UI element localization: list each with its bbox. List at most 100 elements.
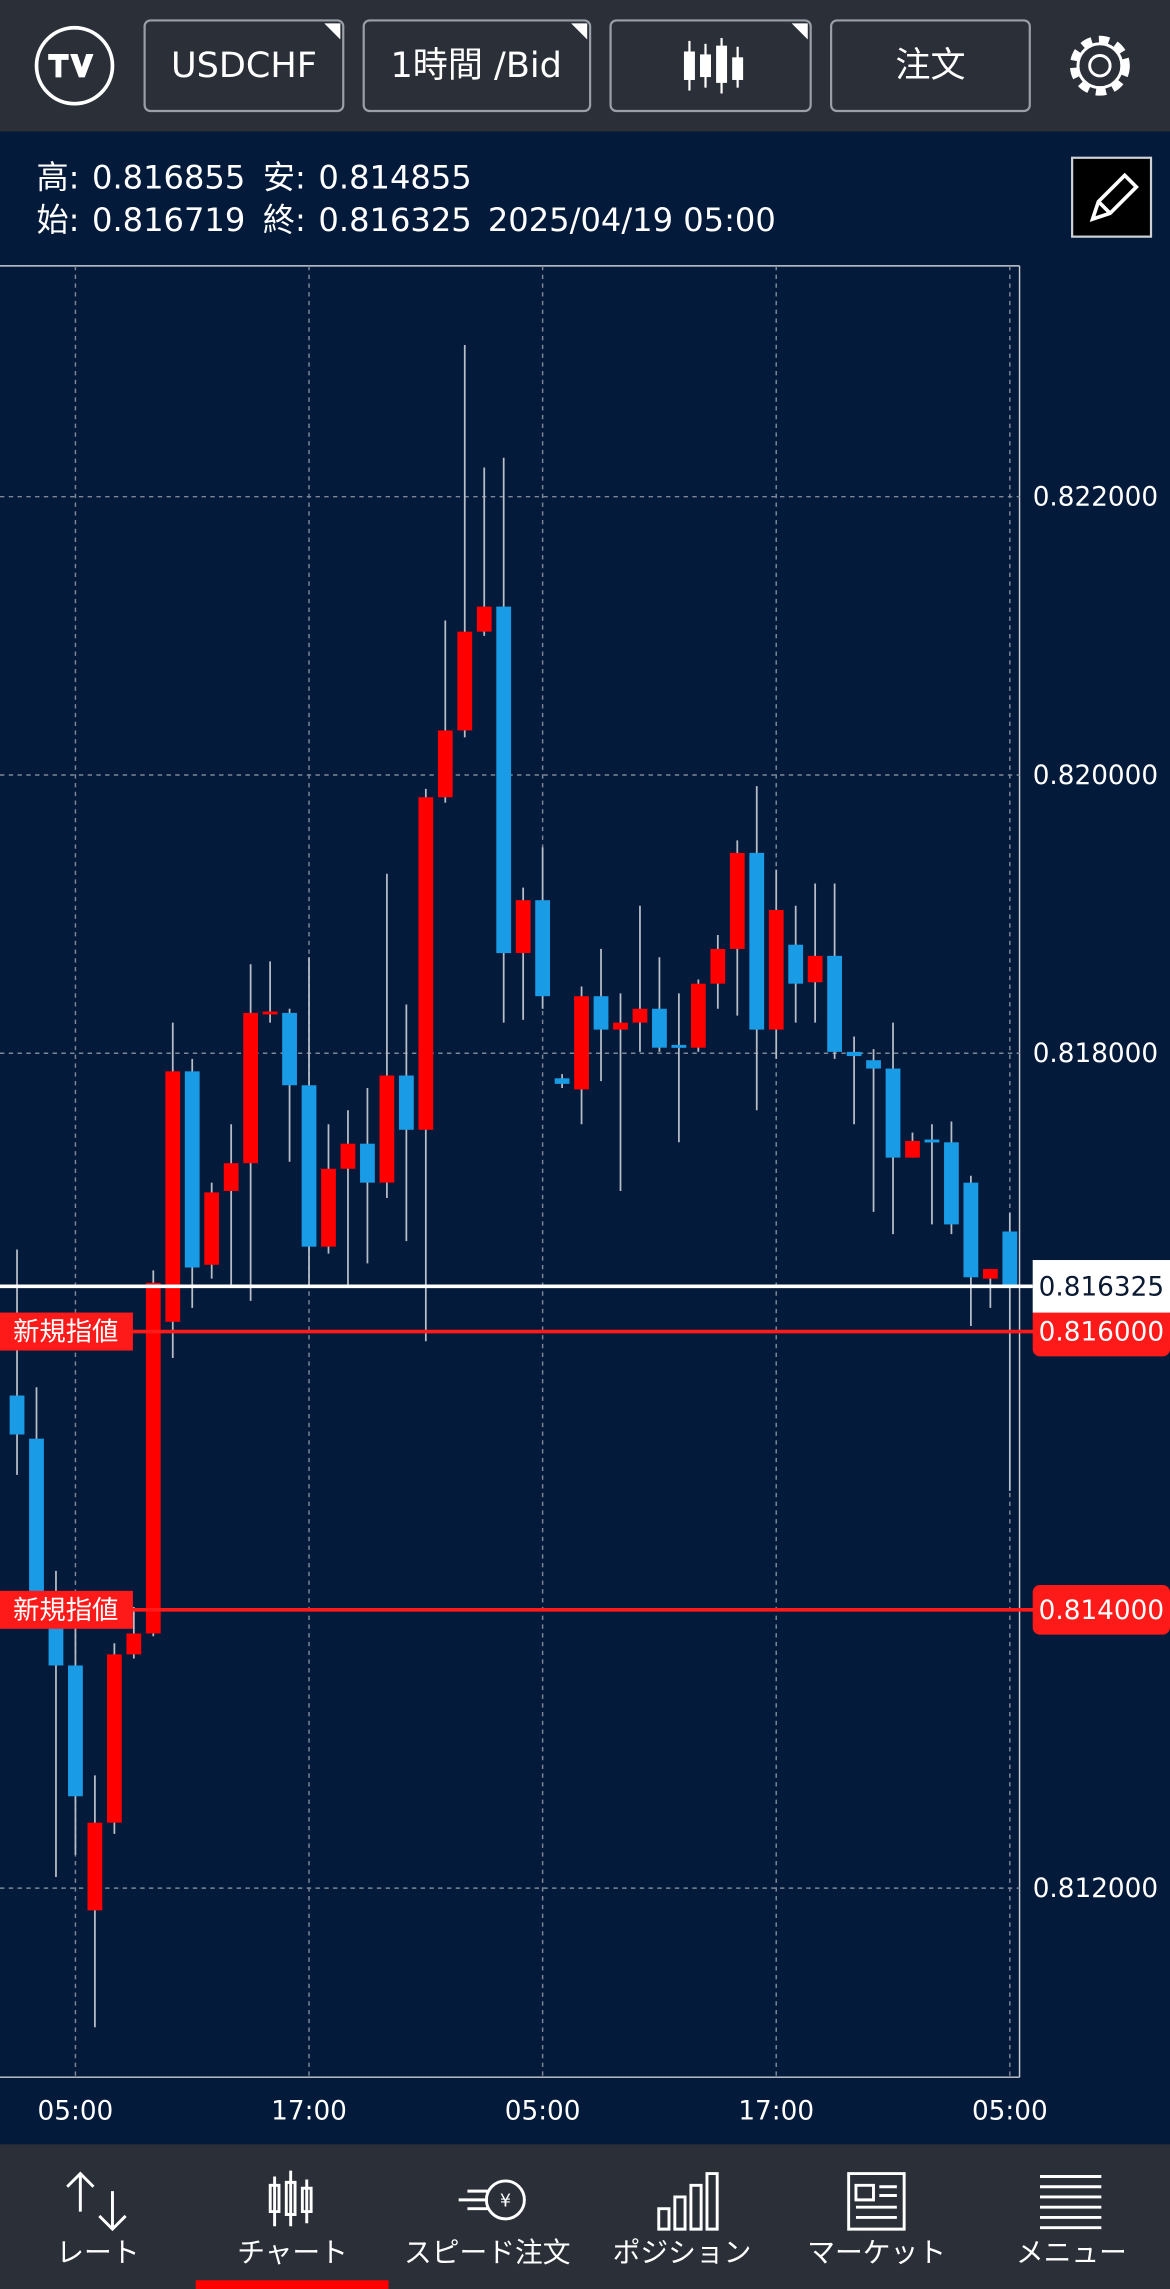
order-tag[interactable] [0,1590,133,1629]
candle-body [29,1438,44,1594]
candle-body [788,944,804,984]
y-tick-label: 0.822000 [1033,483,1158,513]
candle-body [729,852,745,949]
candle-body [632,1008,648,1023]
candle-body [652,1008,667,1048]
candle-body [204,1192,220,1265]
high-label: 高: [37,159,80,197]
x-tick-label: 05:00 [972,2097,1048,2127]
symbol-label: USDCHF [171,45,317,86]
nav-icons [66,2170,1102,2232]
candle-body [749,852,765,1030]
candle-body [574,996,589,1090]
bottom-nav [0,2144,1170,2289]
candle-body [165,1071,181,1322]
order-button[interactable]: 注文 [830,19,1031,113]
candle-body [515,900,531,954]
candle-body [126,1633,142,1655]
rate-icon [66,2171,127,2232]
order-price-badge [1032,1306,1170,1357]
candle-body [360,1143,375,1183]
corner-mark [571,23,588,40]
candle-body [106,1654,122,1823]
yen-sign: ¥ [500,2191,511,2211]
candle-body [243,1012,259,1164]
active-tab-indicator [195,2280,389,2289]
candle-body [321,1168,336,1247]
ohlc-header: 高: 0.816855 安: 0.814855 始: 0.816719 終: 0… [37,159,776,239]
x-tick-label: 05:00 [38,2097,114,2127]
order-name: 新規指値 [13,1317,118,1347]
position-icon [657,2172,719,2231]
bar-time: 2025/04/19 05:00 [488,201,776,239]
order-price-label: 0.816000 [1039,1317,1164,1347]
timeframe-label: 1時間 /Bid [390,45,561,86]
nav-label[interactable]: メニュー [1016,2236,1127,2269]
order-name: 新規指値 [13,1596,118,1626]
candle-body [340,1143,356,1169]
y-tick-label: 0.812000 [1033,1874,1158,1904]
candle-body [593,996,609,1030]
candle-body [671,1044,687,1048]
nav-label[interactable]: チャート [237,2236,348,2269]
menu-icon [1040,2175,1102,2230]
button-frame [830,19,1031,113]
candle-body [1002,1231,1018,1287]
draw-button[interactable] [1071,156,1153,238]
nav-label[interactable]: マーケット [807,2236,946,2269]
open-label: 始: [37,201,80,239]
order-tag[interactable] [0,1312,133,1351]
corner-mark [791,23,808,40]
candle-body [554,1078,570,1084]
button-frame [143,19,345,113]
candle-body [846,1051,862,1057]
candle-body [982,1268,998,1279]
low-label: 安: [263,159,306,197]
candle-body [924,1139,940,1143]
nav-label[interactable]: ポジション [613,2236,752,2269]
button-frame [362,19,592,113]
candle-body [827,955,843,1052]
logo-mark [48,54,94,78]
timeframe-button[interactable]: 1時間 /Bid [362,19,592,113]
candle-body [535,900,551,997]
logo[interactable] [34,25,115,106]
nav-labels: レート チャート スピード注文 ポジション マーケット メニュー [56,2236,1127,2269]
settings-button[interactable] [1069,35,1130,96]
candle-body [418,797,434,1130]
candle-body [457,631,473,731]
candle-body [807,955,823,983]
chart-icon [268,2170,313,2227]
candle-body [866,1060,881,1069]
symbol-button[interactable]: USDCHF [143,19,345,113]
plot-area: 0.812000 0.818000 0.820000 0.822000 05:00 17:… [0,265,1170,2127]
candle-body [613,1022,628,1030]
close-value: 0.816325 [318,201,471,239]
candle-body [885,1068,901,1158]
logo-ring [34,25,115,106]
candle-body [710,948,726,984]
draw-frame [1071,156,1153,238]
candle-body [145,1282,161,1634]
candle-body [963,1182,979,1278]
candle-body [87,1822,103,1911]
candle-body [690,983,706,1048]
candle-body [223,1163,239,1192]
candle-body [496,606,512,954]
market-icon [847,2172,906,2231]
candle-body [768,909,784,1030]
gear-teeth [1069,35,1130,96]
order-price-label: 0.814000 [1039,1596,1164,1626]
chart-type-button[interactable] [609,19,812,113]
gear-body [1076,42,1124,90]
pencil-icon [1089,172,1139,223]
candle-body [68,1665,83,1797]
order-price-badge [1032,1584,1170,1635]
current-price-badge [1032,1260,1170,1313]
candle-body [301,1085,317,1247]
x-tick-label: 05:00 [505,2097,581,2127]
nav-label[interactable]: スピード注文 [404,2236,571,2269]
nav-label[interactable]: レート [56,2236,139,2269]
speed-coin [484,2179,526,2221]
